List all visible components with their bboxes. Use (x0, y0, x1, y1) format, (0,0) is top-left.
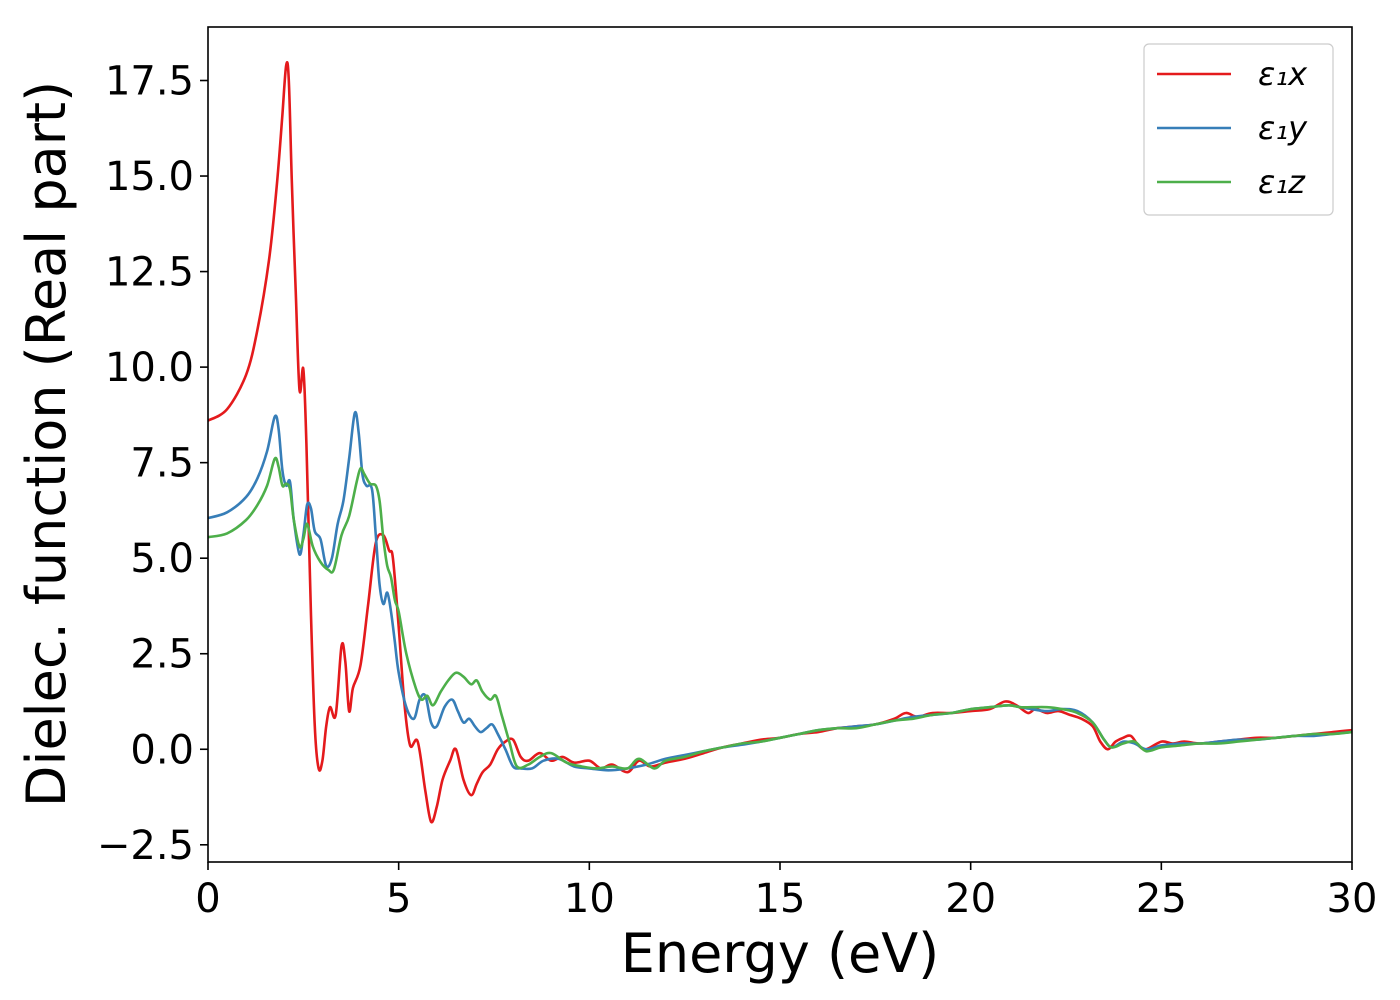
x-tick-label: 20 (945, 876, 996, 922)
y-tick-label: 17.5 (105, 59, 194, 105)
legend: ε₁x ε₁y ε₁z (1143, 43, 1334, 216)
legend-frame (1143, 43, 1334, 216)
y-tick-label: 10.0 (105, 345, 194, 391)
y-tick-label: −2.5 (97, 823, 194, 869)
x-tick-label: 15 (755, 876, 806, 922)
y-tick-label: 12.5 (105, 250, 194, 296)
x-axis: 0 5 10 15 20 25 30 (195, 862, 1377, 922)
legend-label-2: ε₁y (1258, 109, 1308, 147)
y-tick-label: 15.0 (105, 154, 194, 200)
x-axis-title: Energy (eV) (621, 922, 940, 985)
x-tick-label: 25 (1136, 876, 1187, 922)
y-axis: −2.5 0.0 2.5 5.0 7.5 10.0 12.5 15.0 17.5 (97, 59, 208, 869)
y-tick-label: 0.0 (130, 727, 194, 773)
x-tick-label: 10 (564, 876, 615, 922)
y-tick-label: 7.5 (130, 441, 194, 487)
y-axis-title: Dielec. function (Real part) (15, 81, 78, 807)
series-line-1 (208, 61, 1352, 824)
legend-label-3: ε₁z (1258, 163, 1306, 201)
x-tick-label: 0 (195, 876, 220, 922)
series-line-3 (208, 456, 1352, 770)
x-tick-label: 30 (1327, 876, 1378, 922)
legend-label-1: ε₁x (1258, 55, 1308, 93)
y-tick-label: 5.0 (130, 536, 194, 582)
series-layer (208, 61, 1352, 824)
x-tick-label: 5 (386, 876, 411, 922)
series-line-2 (208, 410, 1352, 772)
y-tick-label: 2.5 (130, 632, 194, 678)
